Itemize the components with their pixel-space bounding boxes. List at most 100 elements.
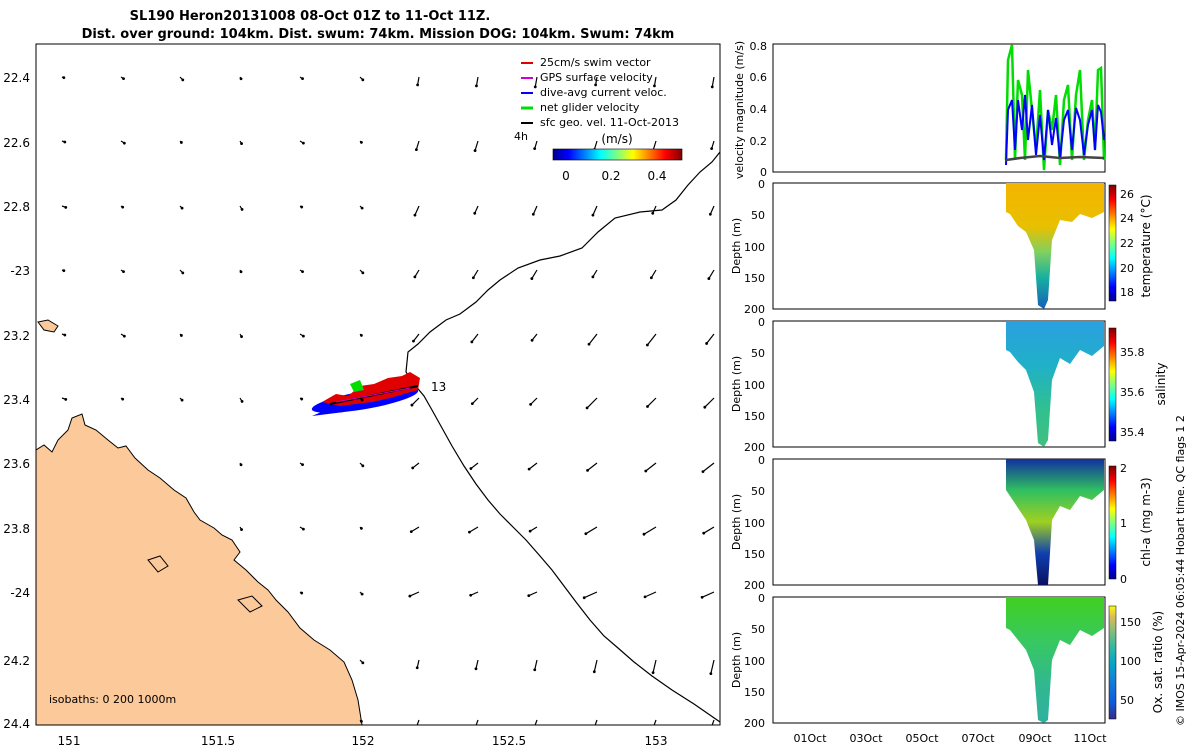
legend-speed-label: 4h <box>514 130 528 143</box>
geo-velocity-series <box>1005 154 1105 162</box>
lat-tick: 22.4 <box>3 71 30 85</box>
chla-clabel: chl-a (mg m-3) <box>1139 477 1153 566</box>
depth-tick: 150 <box>744 272 765 285</box>
salinity-ylabel: Depth (m) <box>730 356 743 412</box>
geo-arrow <box>711 719 715 725</box>
geo-arrow-head <box>528 529 532 533</box>
lon-tick: 153 <box>645 734 668 748</box>
geo-arrow-head <box>533 85 537 89</box>
chla-ylabel: Depth (m) <box>730 494 743 550</box>
geo-arrow-head <box>360 592 364 596</box>
velocity-ytick: 0.2 <box>750 135 768 148</box>
geo-arrow-head <box>411 466 415 470</box>
oxygen-section <box>1006 597 1104 723</box>
geo-arrow-head <box>360 398 364 402</box>
geo-arrow-head <box>179 334 183 337</box>
lat-tick: 23.4 <box>3 393 30 407</box>
geo-arrow-head <box>121 397 125 401</box>
depth-tick: 100 <box>744 517 765 530</box>
depth-tick: 150 <box>744 686 765 699</box>
lat-tick: 24.2 <box>3 654 30 668</box>
geo-arrow-head <box>530 338 534 342</box>
geo-arrow-head <box>122 334 126 338</box>
map-lon-ticks: 151 151.5 152 152.5 153 <box>58 734 668 748</box>
geo-arrow-head <box>531 212 535 216</box>
lat-tick: 23.6 <box>3 457 30 471</box>
lon-tick: 151.5 <box>201 734 235 748</box>
geo-arrow <box>702 462 715 473</box>
chla-colorbar <box>1108 465 1117 580</box>
time-tick: 03Oct <box>849 732 883 745</box>
geo-arrow <box>703 526 715 534</box>
legend-label-current: dive-avg current veloc. <box>540 86 667 99</box>
geo-arrow <box>708 269 715 279</box>
geo-arrow <box>593 659 598 672</box>
geo-arrow-head <box>471 276 475 280</box>
geo-arrow-head <box>527 594 531 598</box>
geo-arrow <box>532 205 538 215</box>
geo-arrow-head <box>64 397 68 401</box>
chla-section <box>1006 459 1104 585</box>
geo-arrow-head <box>705 342 709 345</box>
oxygen-panel: 150 100 50 Ox. sat. ratio (%) Depth (m) … <box>730 592 1165 745</box>
geo-arrow <box>650 269 657 279</box>
geo-arrow-head <box>360 141 363 144</box>
geo-arrow <box>472 269 479 279</box>
geo-arrow <box>710 659 715 674</box>
geo-arrow <box>586 397 598 409</box>
geo-arrow-head <box>529 402 533 406</box>
geo-arrow-head <box>360 720 363 723</box>
geo-arrow-head <box>62 76 66 80</box>
geo-arrow-head <box>414 148 418 152</box>
oxygen-ctick: 100 <box>1120 655 1141 668</box>
net-velocity-cluster <box>350 380 364 392</box>
depth-tick: 150 <box>744 548 765 561</box>
time-tick: 07Oct <box>961 732 995 745</box>
geo-arrow-head <box>415 666 419 670</box>
geo-arrow <box>528 591 538 597</box>
geo-arrow-head <box>645 343 649 347</box>
depth-tick: 100 <box>744 241 765 254</box>
velocity-ytick: 0.4 <box>750 103 768 116</box>
geo-arrow-head <box>527 467 531 471</box>
map-legend: 25cm/s swim vector GPS surface velocity … <box>514 56 679 143</box>
temperature-section <box>1006 183 1104 309</box>
geo-arrow <box>416 719 420 725</box>
geo-arrow-head <box>643 595 647 599</box>
geo-arrow-head <box>533 147 537 151</box>
depth-tick: 150 <box>744 410 765 423</box>
temperature-ylabel: Depth (m) <box>730 218 743 274</box>
temperature-colorbar <box>1108 184 1117 302</box>
chla-panel: 2 1 0 chl-a (mg m-3) Depth (m) 0 50 100 … <box>730 454 1153 592</box>
geo-arrow-head <box>530 277 534 280</box>
geo-arrow-head <box>701 470 705 474</box>
temperature-ctick: 26 <box>1120 188 1134 201</box>
geo-arrow-head <box>122 77 125 81</box>
temperature-clabel: temperature (°C) <box>1139 195 1153 298</box>
geo-arrow <box>528 462 538 470</box>
geo-arrow-head <box>239 77 243 81</box>
temperature-ctick: 20 <box>1120 262 1134 275</box>
legend-label-net: net glider velocity <box>540 101 640 114</box>
geo-arrow-head <box>121 205 125 209</box>
lon-tick: 151 <box>58 734 81 748</box>
lon-tick: 152 <box>352 734 375 748</box>
geo-arrow <box>534 719 538 725</box>
geo-arrow-head <box>300 591 304 595</box>
geo-arrow-head <box>585 406 589 410</box>
geo-arrow-head <box>409 530 413 534</box>
geo-arrow <box>588 333 598 345</box>
geo-arrow <box>653 719 657 725</box>
lat-tick: 22.6 <box>3 136 30 150</box>
geo-arrow-head <box>361 661 365 665</box>
velocity-ylabel: velocity magnitude (m/s) <box>733 41 746 179</box>
geo-arrow <box>709 205 715 215</box>
glider-track <box>311 372 420 416</box>
geo-arrow <box>645 462 657 472</box>
lon-tick: 152.5 <box>492 734 526 748</box>
geo-arrow-head <box>62 269 66 273</box>
depth-tick: 200 <box>744 717 765 730</box>
geo-arrow-head <box>708 730 711 733</box>
geo-arrow-head <box>710 85 714 89</box>
geo-arrow <box>653 76 657 86</box>
